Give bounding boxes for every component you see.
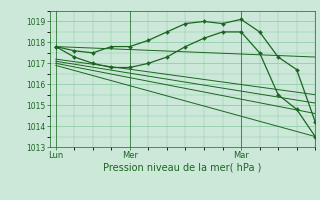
X-axis label: Pression niveau de la mer( hPa ): Pression niveau de la mer( hPa ) — [103, 163, 261, 173]
